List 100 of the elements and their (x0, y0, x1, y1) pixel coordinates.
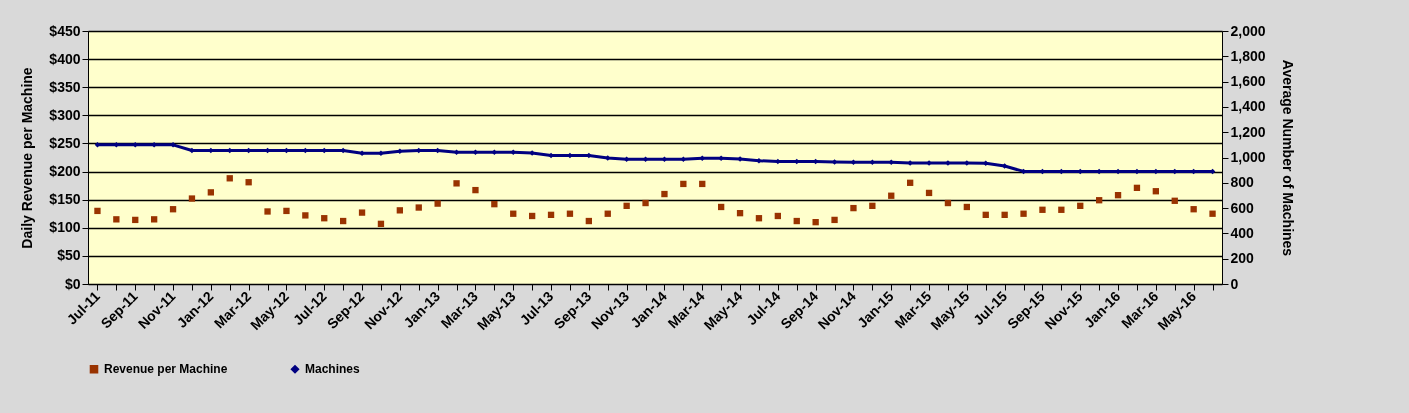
point (585, 217, 593, 225)
point (717, 203, 725, 211)
point (396, 207, 404, 214)
y2-tick-label: 200 (1230, 250, 1255, 267)
y-tick-label: $450 (49, 22, 81, 39)
point (226, 175, 233, 182)
point (699, 180, 706, 188)
point (434, 200, 441, 207)
point (377, 220, 385, 228)
point (812, 218, 819, 226)
point (850, 204, 857, 212)
point (283, 207, 290, 215)
point (264, 208, 271, 215)
legend-label: Machines (305, 362, 361, 377)
point (1001, 211, 1008, 219)
y2-tick-label: 1,200 (1230, 123, 1266, 140)
y2-tick-label: 1,800 (1230, 47, 1266, 64)
point (736, 210, 744, 217)
point (245, 179, 252, 186)
point (1020, 210, 1027, 217)
point (661, 156, 668, 163)
point (548, 152, 554, 159)
point (888, 159, 894, 166)
point (1039, 206, 1046, 213)
point (642, 199, 649, 207)
y-tick-label: $350 (49, 78, 81, 95)
point (642, 156, 649, 163)
y-axis-title: Daily Revenue per Machine (19, 67, 36, 249)
y-tick-label: $250 (49, 134, 81, 151)
point (132, 216, 139, 224)
y-tick-label: $400 (49, 50, 81, 67)
point (1058, 206, 1065, 213)
point (339, 217, 347, 225)
point (94, 207, 101, 215)
point (982, 211, 989, 219)
y2-tick-label: 800 (1230, 174, 1255, 191)
point (491, 201, 498, 208)
point (906, 179, 914, 186)
y2-tick-label: 400 (1230, 224, 1255, 241)
point (510, 149, 516, 156)
y-tick-label: $200 (49, 163, 81, 180)
point (472, 186, 479, 194)
point (756, 157, 762, 164)
point (1190, 206, 1197, 213)
point (699, 155, 705, 161)
point (1209, 210, 1216, 217)
point (528, 212, 536, 220)
point (963, 203, 971, 211)
point (983, 160, 989, 166)
point (359, 150, 365, 157)
point (321, 215, 328, 222)
point (944, 199, 952, 207)
y-tick-label: $300 (49, 106, 81, 123)
y2-tick-label: 1,000 (1230, 149, 1266, 165)
point (132, 142, 138, 148)
point (302, 212, 309, 219)
point (1171, 197, 1178, 204)
point (1114, 192, 1122, 199)
point (1152, 188, 1160, 195)
y2-tick-label: 600 (1230, 199, 1255, 216)
point (113, 216, 120, 223)
y2-tick-label: 0 (1230, 275, 1239, 292)
point (151, 142, 157, 148)
point (793, 217, 800, 225)
y-tick-label: $100 (49, 219, 81, 236)
point (188, 195, 196, 202)
legend-label: Revenue per Machine (104, 362, 228, 377)
point (1095, 197, 1103, 204)
point (150, 216, 158, 223)
point (623, 202, 630, 210)
point (207, 189, 215, 196)
point (415, 204, 422, 211)
point (605, 155, 611, 161)
point (718, 155, 724, 161)
y-tick-label: $50 (57, 247, 81, 264)
point (869, 202, 876, 210)
y-tick-label: $0 (64, 275, 81, 292)
point (774, 212, 782, 220)
point (378, 150, 384, 157)
y2-tick-label: 1,600 (1230, 73, 1266, 90)
point (397, 148, 403, 155)
y2-tick-label: 2,000 (1230, 22, 1266, 39)
point (547, 211, 555, 219)
y-tick-label: $150 (49, 191, 81, 208)
point (925, 189, 933, 197)
point (358, 209, 366, 216)
point (1077, 202, 1084, 210)
point (831, 216, 838, 224)
point (661, 190, 668, 198)
y2-tick-label: 1,400 (1230, 98, 1266, 115)
point (755, 215, 763, 222)
y2-axis-title: Average Number of Machines (1279, 59, 1296, 257)
point (623, 156, 630, 163)
point (888, 192, 895, 199)
point (586, 152, 592, 159)
point (453, 180, 460, 187)
point (604, 210, 611, 217)
point (566, 210, 574, 217)
point (680, 180, 687, 188)
point (169, 206, 177, 213)
